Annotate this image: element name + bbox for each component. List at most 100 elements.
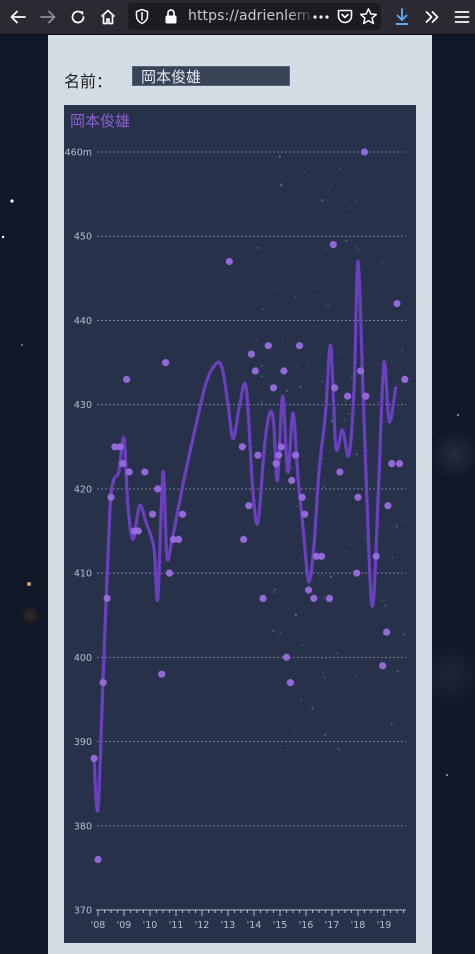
background-star bbox=[306, 532, 309, 534]
background-star bbox=[339, 494, 341, 496]
data-point bbox=[354, 493, 362, 501]
data-point bbox=[396, 460, 404, 468]
forward-arrow-icon[interactable] bbox=[35, 4, 61, 30]
lock-icon[interactable] bbox=[164, 8, 178, 29]
x-tick-label: '15 bbox=[273, 920, 288, 931]
data-point bbox=[331, 384, 339, 392]
background-star bbox=[286, 390, 289, 393]
background-star bbox=[294, 728, 296, 730]
y-tick-label: 430 bbox=[74, 400, 92, 411]
data-point bbox=[125, 468, 133, 476]
x-tick-label: '16 bbox=[299, 920, 314, 931]
data-point bbox=[245, 502, 253, 510]
background-star bbox=[293, 295, 297, 299]
background-star bbox=[355, 246, 358, 249]
y-tick-label: 370 bbox=[74, 906, 92, 917]
background-star bbox=[304, 170, 306, 173]
data-point bbox=[264, 342, 272, 350]
background-star bbox=[301, 644, 304, 647]
background-star bbox=[391, 557, 393, 560]
x-tick-label: '18 bbox=[351, 920, 366, 931]
home-icon[interactable] bbox=[95, 4, 121, 30]
data-point bbox=[383, 628, 391, 636]
background-star bbox=[273, 588, 276, 591]
data-point bbox=[178, 510, 187, 518]
background-star bbox=[256, 246, 259, 249]
background-star bbox=[263, 367, 265, 370]
data-point bbox=[175, 535, 183, 543]
background-star bbox=[324, 247, 327, 250]
background-star bbox=[402, 632, 405, 636]
x-tick-label: '19 bbox=[377, 920, 392, 931]
name-label: 名前： bbox=[64, 72, 113, 91]
back-arrow-icon[interactable] bbox=[5, 4, 31, 30]
download-icon[interactable] bbox=[389, 4, 415, 30]
background-star bbox=[335, 407, 337, 409]
data-point bbox=[384, 502, 392, 510]
background-star bbox=[330, 420, 334, 423]
name-input[interactable] bbox=[132, 66, 290, 86]
data-point bbox=[141, 468, 149, 476]
background-star bbox=[343, 550, 346, 553]
background-star bbox=[323, 733, 327, 737]
background-star bbox=[335, 720, 337, 722]
background-star bbox=[357, 248, 360, 251]
url-text[interactable]: https://adrienlem bbox=[188, 8, 311, 24]
data-point bbox=[379, 662, 387, 670]
data-point bbox=[325, 594, 333, 602]
data-point bbox=[305, 586, 313, 594]
data-point bbox=[154, 485, 162, 493]
chart-grid: 370 380 390 400 410 420 430 440 450 460m bbox=[65, 148, 406, 917]
x-tick-label: '11 bbox=[169, 920, 184, 931]
data-point bbox=[162, 359, 170, 367]
background-star bbox=[315, 288, 318, 290]
background-star bbox=[324, 304, 328, 307]
url-bar[interactable]: https://adrienlem bbox=[128, 3, 381, 30]
data-point bbox=[277, 443, 285, 451]
more-dots-icon[interactable] bbox=[312, 9, 330, 28]
background-star bbox=[307, 364, 310, 366]
data-point bbox=[240, 535, 248, 543]
background-star bbox=[381, 599, 383, 602]
y-tick-label: 450 bbox=[74, 232, 92, 243]
hamburger-menu-icon[interactable] bbox=[449, 4, 475, 30]
background-star bbox=[272, 629, 275, 633]
x-axis: '08 '09 '10 '11 '12 '13 '14 '15 '16 '17 '18 '19 bbox=[91, 909, 406, 931]
shield-icon[interactable] bbox=[134, 8, 150, 29]
background-star bbox=[280, 183, 283, 187]
data-point bbox=[318, 552, 326, 560]
x-tick-label: '14 bbox=[247, 920, 262, 931]
data-point bbox=[288, 476, 296, 485]
reload-icon[interactable] bbox=[65, 4, 91, 30]
background-star bbox=[329, 575, 333, 578]
background-star bbox=[311, 707, 314, 710]
data-point bbox=[329, 241, 337, 249]
data-point bbox=[357, 367, 365, 375]
background-star bbox=[347, 384, 350, 387]
data-point bbox=[298, 493, 306, 501]
background-star bbox=[395, 525, 398, 528]
background-star bbox=[364, 537, 366, 540]
y-tick-label: 460m bbox=[65, 148, 92, 159]
background-star bbox=[290, 467, 293, 470]
bookmark-star-icon[interactable] bbox=[359, 7, 378, 30]
y-tick-label: 390 bbox=[74, 737, 92, 748]
chart-container: 370 380 390 400 410 420 430 440 450 460m '08 '09 '1… bbox=[64, 105, 416, 943]
background-star bbox=[253, 446, 255, 449]
y-tick-label: 400 bbox=[74, 653, 92, 664]
overflow-chevrons-icon[interactable] bbox=[419, 4, 445, 30]
background-star bbox=[350, 376, 353, 379]
background-star bbox=[349, 214, 351, 216]
data-point bbox=[165, 569, 174, 577]
background-star bbox=[261, 375, 263, 378]
pocket-icon[interactable] bbox=[336, 8, 354, 29]
y-tick-label: 440 bbox=[74, 316, 92, 327]
data-point bbox=[99, 679, 107, 687]
background-star bbox=[402, 519, 404, 522]
data-point bbox=[388, 460, 396, 468]
data-point bbox=[336, 468, 344, 476]
x-tick-label: '13 bbox=[221, 920, 236, 931]
background-star bbox=[391, 495, 394, 497]
background-star bbox=[328, 304, 330, 307]
data-point bbox=[158, 670, 166, 678]
